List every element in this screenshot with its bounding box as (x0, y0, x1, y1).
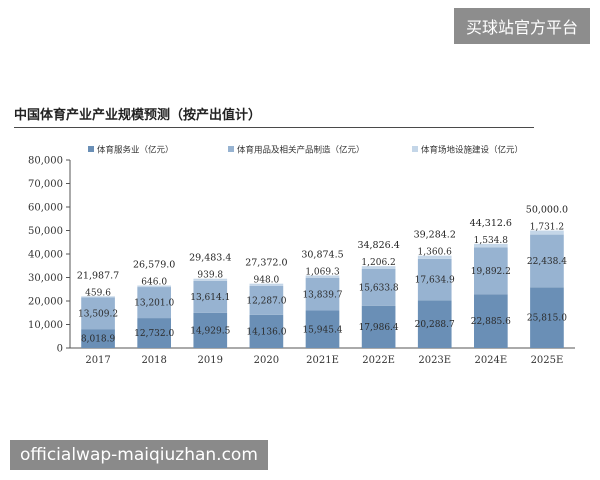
data-label: 20,288.7 (415, 320, 455, 330)
bar-segment (417, 258, 452, 301)
data-label: 19,892.2 (471, 267, 511, 277)
stacked-bar-chart: 0 10,000 20,000 30,000 40,000 50,000 60,000 70,… (28, 145, 575, 366)
bar-segment (474, 247, 508, 295)
data-label: 939.8 (197, 271, 223, 281)
total-label: 34,826.4 (357, 240, 399, 251)
data-label: 17,634.9 (415, 276, 455, 286)
y-tick-label: 50,000 (28, 226, 63, 237)
bar-segment (361, 305, 396, 348)
chart-title: 中国体育产业产业规模预测（按产出值计） (14, 104, 534, 128)
total-label: 27,372.0 (245, 258, 287, 269)
bar-segment (193, 312, 228, 348)
data-label: 1,534.8 (474, 236, 509, 246)
y-tick-label: 40,000 (28, 250, 63, 261)
bar-segment (305, 310, 340, 348)
data-label: 1,731.2 (530, 223, 564, 233)
bar-segment (530, 230, 564, 235)
bar-segment (474, 243, 508, 248)
legend-swatch (88, 146, 94, 152)
data-label: 22,438.4 (527, 257, 567, 267)
y-tick-label: 80,000 (28, 156, 63, 167)
y-tick-label: 60,000 (28, 203, 63, 214)
x-tick-label: 2022E (362, 355, 395, 366)
data-label: 1,360.6 (418, 248, 453, 258)
data-label: 12,287.0 (246, 296, 286, 306)
x-tick-label: 2018 (141, 355, 166, 366)
data-label: 22,885.6 (471, 317, 511, 327)
bar-segment (137, 287, 171, 319)
y-tick-label: 20,000 (28, 297, 63, 308)
bar-segment (249, 283, 284, 286)
top-watermark: 买球站官方平台 (453, 8, 590, 44)
bar-segment (417, 300, 452, 348)
bar-segment (361, 268, 396, 306)
y-tick-label: 10,000 (28, 320, 63, 331)
data-label: 459.6 (85, 288, 111, 298)
legend-label: 体育服务业（亿元） (97, 145, 174, 156)
data-label: 13,509.2 (78, 309, 118, 319)
y-tick-label: 70,000 (28, 179, 63, 190)
x-tick-label: 2017 (85, 355, 110, 366)
bar-segment (249, 285, 284, 315)
bar-segment (474, 294, 508, 348)
total-label: 21,987.7 (77, 270, 119, 281)
bar-segment (249, 314, 284, 348)
bottom-watermark: officialwap-maiqiuzhan.com (10, 440, 268, 470)
bar-segment (81, 329, 115, 348)
total-label: 39,284.2 (414, 230, 456, 241)
data-label: 13,201.0 (134, 299, 174, 309)
x-tick-label: 2021E (306, 355, 339, 366)
data-label: 25,815.0 (527, 314, 567, 324)
total-label: 30,874.5 (301, 249, 343, 260)
data-label: 17,986.4 (359, 323, 399, 333)
legend-label: 体育场地设施建设（亿元） (421, 145, 523, 156)
bar-segment (193, 280, 228, 313)
data-label: 1,206.2 (361, 258, 395, 268)
data-label: 646.0 (141, 278, 167, 288)
data-label: 8,018.9 (81, 335, 116, 345)
x-tick-label: 2019 (198, 355, 223, 366)
bar-segment (530, 234, 564, 288)
data-label: 948.0 (254, 276, 280, 286)
data-label: 13,614.1 (190, 293, 230, 303)
data-label: 15,945.4 (302, 325, 342, 335)
y-tick-label: 0 (57, 344, 63, 355)
data-label: 14,136.0 (246, 327, 286, 337)
bar-segment (361, 266, 396, 269)
data-label: 1,069.3 (305, 267, 340, 277)
bar-segment (417, 255, 452, 259)
legend-swatch (228, 146, 234, 152)
data-label: 13,839.7 (302, 290, 342, 300)
total-label: 29,483.4 (189, 253, 231, 264)
x-tick-label: 2023E (418, 355, 451, 366)
total-label: 44,312.6 (470, 218, 512, 229)
legend-swatch (412, 146, 418, 152)
data-label: 12,732.0 (134, 329, 174, 339)
bar-segment (137, 285, 171, 288)
bar-segment (193, 278, 228, 281)
bar-segment (137, 318, 171, 348)
legend-label: 体育用品及相关产品制造（亿元） (237, 145, 365, 156)
bar-segment (305, 278, 340, 311)
data-label: 14,929.5 (190, 326, 230, 336)
x-tick-label: 2025E (531, 355, 564, 366)
x-tick-label: 2020 (254, 355, 279, 366)
total-label: 50,000.0 (526, 205, 568, 216)
bar-segment (81, 296, 115, 298)
data-label: 15,633.8 (359, 283, 399, 293)
x-tick-label: 2024E (474, 355, 507, 366)
y-tick-label: 30,000 (28, 273, 63, 284)
bar-segment (305, 275, 340, 279)
bar-segment (530, 287, 564, 348)
bar-segment (81, 297, 115, 330)
total-label: 26,579.0 (133, 260, 175, 271)
